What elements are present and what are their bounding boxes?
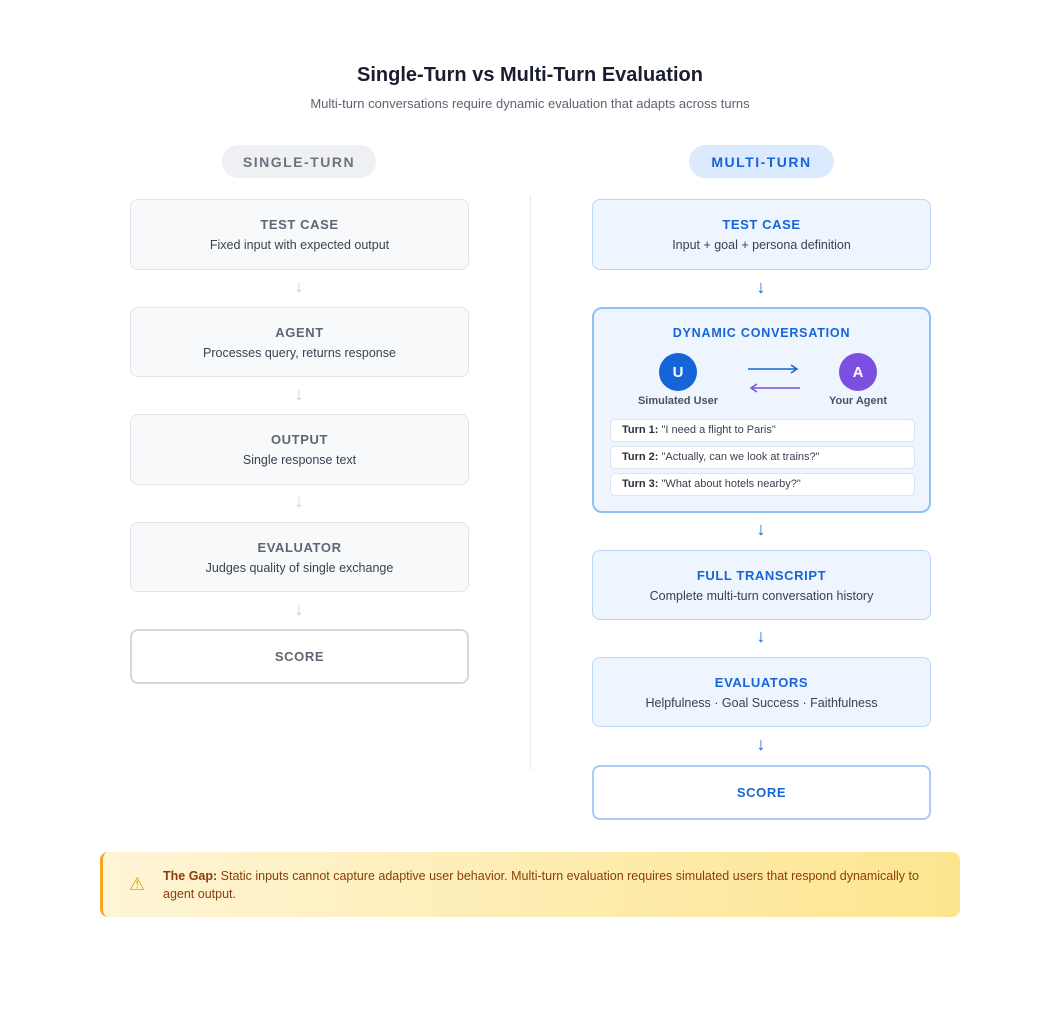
turn-text: "What about hotels nearby?" <box>661 478 801 490</box>
page-subtitle: Multi-turn conversations require dynamic… <box>310 96 750 111</box>
turn-text: "I need a flight to Paris" <box>661 424 776 436</box>
box-title: DYNAMIC CONVERSATION <box>672 326 851 340</box>
user-label: Simulated User <box>637 395 719 407</box>
turn-item: Turn 1: "I need a flight to Paris" <box>610 419 915 442</box>
box-title: OUTPUT <box>270 432 329 447</box>
user-avatar: U <box>659 353 697 391</box>
single-turn-label: SINGLE-TURN <box>222 145 376 178</box>
box-title: EVALUATORS <box>714 674 809 690</box>
arrow-down-icon: ↓ <box>294 384 304 404</box>
multi-test-case-box: TEST CASE Input + goal + persona definiti… <box>592 199 931 270</box>
box-desc: Single response text <box>242 453 357 467</box>
turn-label: Turn 2: <box>622 451 659 463</box>
multi-transcript-box: FULL TRANSCRIPT Complete multi-turn conve… <box>592 550 931 620</box>
exchange-arrows-icon <box>748 364 800 393</box>
arrow-down-icon: ↓ <box>294 276 304 296</box>
turn-label: Turn 3: <box>622 478 659 490</box>
gap-callout: ⚠ The Gap: Static inputs cannot capture … <box>100 852 960 917</box>
arrow-down-icon: ↓ <box>756 519 766 539</box>
single-score-box: SCORE <box>130 629 469 684</box>
multi-evaluators-box: EVALUATORS Helpfulness · Goal Success · F… <box>592 657 931 727</box>
arrow-down-icon: ↓ <box>756 277 766 297</box>
box-desc: Judges quality of single exchange <box>205 560 394 575</box>
box-desc: Helpfulness · Goal Success · Faithfulnes… <box>645 695 878 710</box>
gap-label: The Gap: <box>163 868 218 883</box>
multi-turn-label: MULTI-TURN <box>689 145 834 178</box>
single-test-case-box: TEST CASE Fixed input with expected outpu… <box>130 199 469 270</box>
gap-body: Static inputs cannot capture adaptive us… <box>163 868 919 901</box>
box-title: FULL TRANSCRIPT <box>696 567 827 583</box>
arrow-down-icon: ↓ <box>756 626 766 646</box>
box-title: SCORE <box>736 785 787 800</box>
dynamic-conversation-box: DYNAMIC CONVERSATION U Simulated User A … <box>592 307 931 513</box>
agent-label: Your Agent <box>828 395 888 407</box>
turn-item: Turn 3: "What about hotels nearby?" <box>610 473 915 496</box>
box-desc: Fixed input with expected output <box>209 238 390 252</box>
arrow-down-icon: ↓ <box>294 599 304 619</box>
arrow-down-icon: ↓ <box>294 491 304 511</box>
box-desc: Input + goal + persona definition <box>672 238 851 252</box>
box-desc: Processes query, returns response <box>203 345 396 360</box>
column-divider <box>530 195 531 770</box>
single-output-box: OUTPUT Single response text <box>130 414 469 485</box>
turn-item: Turn 2: "Actually, can we look at trains… <box>610 446 915 469</box>
box-title: TEST CASE <box>722 217 801 232</box>
box-title: AGENT <box>275 324 324 340</box>
box-title: EVALUATOR <box>257 539 342 555</box>
box-title: SCORE <box>274 649 325 664</box>
turn-text: "Actually, can we look at trains?" <box>661 451 820 463</box>
single-agent-box: AGENT Processes query, returns response <box>130 307 469 377</box>
page-title: Single-Turn vs Multi-Turn Evaluation <box>357 64 703 86</box>
arrow-down-icon: ↓ <box>756 734 766 754</box>
multi-score-box: SCORE <box>592 765 931 820</box>
warning-icon: ⚠ <box>129 874 146 894</box>
single-evaluator-box: EVALUATOR Judges quality of single exchan… <box>130 522 469 592</box>
box-title: TEST CASE <box>260 217 339 232</box>
agent-avatar: A <box>839 353 877 391</box>
turn-label: Turn 1: <box>622 424 659 436</box>
gap-text: The Gap: Static inputs cannot capture ad… <box>163 867 943 903</box>
box-desc: Complete multi-turn conversation history <box>649 588 874 603</box>
